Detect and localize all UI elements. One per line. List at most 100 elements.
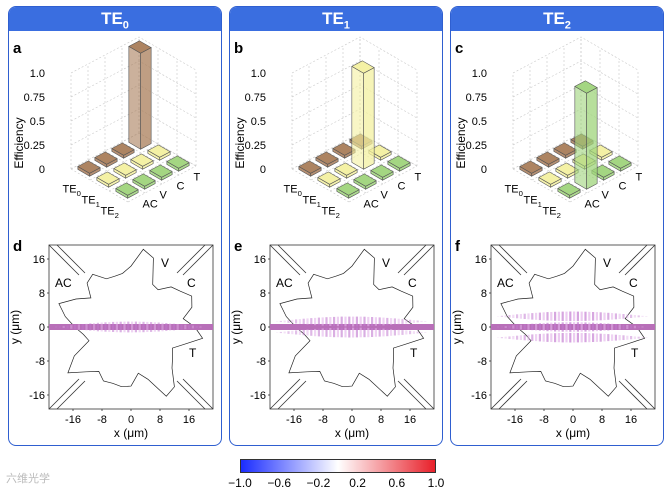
bar-top (538, 171, 562, 185)
col-tick-label: AC (585, 199, 600, 211)
bar (315, 151, 339, 168)
waveguide-line (56, 244, 86, 274)
z-tick-label: 0.75 (24, 92, 45, 104)
field-stripe (390, 329, 393, 336)
field-stripe (557, 311, 560, 321)
port-label: V (161, 256, 169, 270)
z-axis-label: Efficiency (12, 117, 26, 168)
field-stripe (630, 336, 633, 340)
grid-line (580, 132, 639, 167)
field-stripe (104, 322, 107, 332)
waveguide-line (618, 380, 648, 410)
field-stripe (531, 334, 534, 341)
field-stripe (523, 324, 526, 330)
bar-face (363, 67, 375, 170)
y-tick-label: 16 (254, 254, 266, 266)
field-stripe (287, 320, 290, 323)
bar (370, 164, 394, 181)
field-stripe (333, 316, 336, 327)
colorbar-tick-label: −0.6 (267, 476, 291, 490)
field-stripe (561, 311, 564, 321)
y-tick-label: -8 (256, 356, 266, 368)
header-subscript: 0 (122, 19, 129, 32)
field-stripe (561, 322, 564, 332)
port-label: T (189, 346, 197, 360)
field-stripe (512, 314, 515, 318)
field-stripe (397, 318, 400, 325)
field-stripe (535, 312, 538, 320)
grid-line (104, 150, 163, 185)
x-tick-label: 8 (378, 414, 384, 426)
field-stripe (523, 313, 526, 319)
field-stripe (378, 317, 381, 326)
x-axis-label: x (μm) (556, 426, 590, 440)
field-stripe (565, 332, 568, 343)
field-stripe (618, 324, 621, 330)
field-stripe (516, 335, 519, 340)
field-stripe (317, 317, 320, 326)
field-stripe (325, 317, 328, 326)
waveguide-line (498, 380, 528, 410)
field-stripe (348, 316, 351, 327)
x-tick-label: 0 (128, 414, 134, 426)
bar-face (586, 87, 598, 190)
bar-top (149, 164, 173, 178)
col-tick-label: T (415, 172, 422, 184)
waveguide-line (269, 244, 301, 276)
col-tick-label: V (381, 190, 389, 202)
field-stripe (401, 319, 404, 324)
bar-top (132, 173, 156, 187)
port-label: C (408, 276, 417, 290)
grid-line (87, 159, 146, 194)
bar-face (351, 65, 364, 170)
x-tick-label: 16 (625, 414, 637, 426)
field-stripe (283, 320, 286, 323)
field-stripe (416, 320, 419, 323)
bar-face (574, 85, 587, 190)
field-stripe (412, 320, 415, 323)
colorbar-tick-label: 0.6 (388, 476, 405, 490)
field-stripe (195, 325, 198, 328)
x-tick-label: -16 (286, 414, 302, 426)
field-stripe (108, 322, 111, 332)
bar-top (353, 173, 377, 187)
field-stripe (336, 316, 339, 327)
field-stripe (157, 322, 160, 332)
colorbar-tick-label: −1.0 (228, 476, 252, 490)
field-stripe (637, 326, 640, 328)
waveguide-line (48, 244, 80, 276)
watermark: 六维光学 (6, 473, 50, 485)
field-stripe (618, 335, 621, 341)
device-outline (58, 248, 204, 397)
field-stripe (546, 333, 549, 342)
x-tick-label: -8 (318, 414, 328, 426)
field-stripe (321, 317, 324, 326)
field-stripe (367, 327, 370, 338)
field-stripe (371, 328, 374, 337)
field-stripe (393, 329, 396, 336)
row-tick-label: TE1 (82, 195, 100, 209)
field-stripe (622, 335, 625, 340)
field-stripe (519, 324, 522, 330)
row-tick-label: TE2 (322, 206, 340, 220)
field-stripe (306, 318, 309, 325)
field-stripe (550, 312, 553, 321)
port-label: T (410, 346, 418, 360)
field-stripe (340, 316, 343, 327)
bar (113, 162, 137, 179)
field-stripe (626, 325, 629, 329)
bar-top (147, 144, 171, 158)
subplot-label: b (234, 40, 243, 57)
field-stripe (557, 333, 560, 343)
field-stripe (542, 312, 545, 321)
field-stripe (565, 311, 568, 322)
bar (351, 60, 375, 170)
bar (608, 155, 632, 172)
y-tick-label: 0 (39, 322, 45, 334)
field-stripe (336, 327, 339, 338)
field-stripe (371, 317, 374, 326)
field-stripe (573, 322, 576, 332)
col-tick-label: AC (143, 199, 158, 211)
field-stripe (119, 321, 122, 333)
field-stripe (416, 331, 419, 334)
